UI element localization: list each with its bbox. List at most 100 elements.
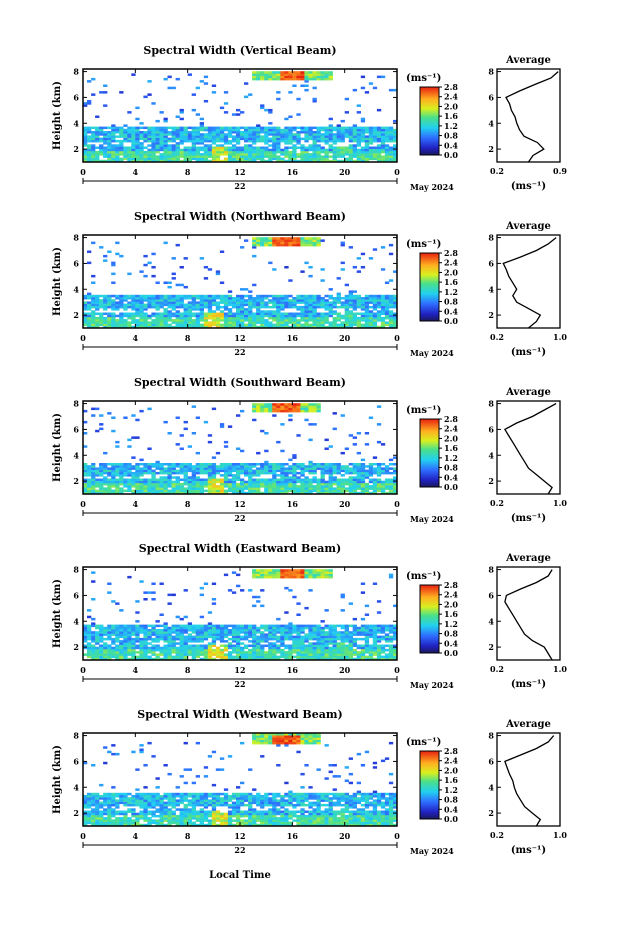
heatmap-cell — [155, 482, 160, 486]
heatmap-cell — [296, 237, 301, 240]
heatmap-cell — [384, 487, 390, 490]
heatmap-cell — [175, 637, 180, 641]
heatmap-cell — [199, 128, 204, 132]
heatmap-cell — [231, 113, 237, 116]
heatmap-cell — [292, 637, 297, 641]
heatmap-cell — [292, 469, 297, 473]
heatmap-cell — [207, 131, 213, 134]
heatmap-cell — [393, 299, 398, 302]
heatmap-cell — [99, 321, 104, 324]
heatmap-cell — [284, 159, 289, 163]
heatmap-cell — [280, 626, 285, 630]
heatmap-cell — [103, 478, 108, 481]
heatmap-cell — [332, 651, 337, 654]
heatmap-cell — [231, 491, 237, 495]
heatmap-cell — [167, 633, 172, 636]
heatmap-cell — [215, 316, 221, 320]
heatmap-cell — [348, 644, 353, 647]
heatmap-cell — [155, 299, 160, 302]
heatmap-cell — [215, 655, 221, 659]
heatmap-cell — [388, 159, 394, 163]
heatmap-cell — [304, 157, 309, 161]
heatmap-cell — [171, 308, 176, 311]
heatmap-cell — [268, 144, 273, 147]
heatmap-cell — [384, 281, 390, 284]
heatmap-cell — [207, 478, 213, 481]
heatmap-cell — [147, 407, 152, 411]
heatmap-cell — [127, 148, 132, 152]
heatmap-cell — [364, 137, 370, 141]
heatmap-cell — [91, 126, 96, 130]
heatmap-cell — [372, 139, 378, 143]
heatmap-cell — [268, 624, 273, 628]
heatmap-cell — [328, 642, 333, 645]
heatmap-cell — [328, 133, 333, 136]
heatmap-cell — [393, 637, 398, 641]
heatmap-cell — [276, 159, 281, 163]
heatmap-cell — [83, 465, 88, 468]
heatmap-cell — [163, 640, 168, 643]
heatmap-cell — [260, 126, 265, 130]
heatmap-cell — [143, 254, 148, 258]
heatmap-cell — [332, 653, 337, 656]
heatmap-cell — [316, 150, 321, 154]
heatmap-cell — [276, 73, 281, 76]
heatmap-cell — [300, 137, 305, 141]
heatmap-cell — [260, 312, 265, 315]
heatmap-cell — [167, 626, 172, 630]
heatmap-cell — [304, 655, 309, 659]
heatmap-cell — [252, 237, 257, 240]
heatmap-cell — [316, 294, 321, 298]
heatmap-cell — [284, 323, 289, 327]
heatmap-cell — [272, 150, 277, 154]
heatmap-cell — [223, 476, 229, 479]
average-profile-line — [502, 237, 557, 329]
heatmap-cell — [248, 139, 253, 143]
heatmap-cell — [223, 631, 229, 634]
average-title: Average — [505, 55, 551, 66]
heatmap-cell — [103, 325, 108, 329]
heatmap-cell — [91, 655, 96, 659]
heatmap-cell — [368, 323, 374, 327]
heatmap-cell — [300, 403, 305, 406]
heatmap-cell — [219, 482, 225, 486]
heatmap-cell — [167, 157, 172, 161]
heatmap-cell — [272, 314, 277, 318]
heatmap-cell — [296, 133, 301, 136]
heatmap-cell — [83, 631, 88, 634]
heatmap-cell — [292, 299, 297, 302]
heatmap-cell — [268, 157, 273, 161]
heatmap-cell — [320, 299, 325, 302]
heatmap-cell — [292, 454, 297, 457]
heatmap-cell — [223, 489, 229, 493]
heatmap-cell — [328, 629, 333, 632]
heatmap-cell — [187, 137, 192, 141]
heatmap-cell — [320, 314, 325, 318]
heatmap-cell — [264, 108, 269, 112]
avg-x-tick-label: 0.9 — [553, 166, 567, 176]
heatmap-cell — [340, 655, 345, 659]
heatmap-cell — [195, 491, 200, 495]
heatmap-cell — [380, 139, 386, 143]
heatmap-cell — [87, 482, 92, 486]
heatmap-cell — [292, 476, 297, 479]
heatmap-cell — [380, 128, 386, 132]
heatmap-cell — [163, 637, 168, 641]
heatmap-cell — [115, 648, 120, 652]
heatmap-cell — [115, 657, 120, 661]
heatmap-cell — [87, 297, 92, 300]
heatmap-cell — [95, 491, 100, 495]
heatmap-cell — [99, 153, 104, 156]
heatmap-cell — [320, 126, 325, 130]
heatmap-cell — [159, 624, 164, 628]
heatmap-cell — [292, 487, 297, 490]
heatmap-cell — [393, 648, 398, 652]
heatmap-cell — [244, 310, 249, 313]
heatmap-cell — [111, 482, 116, 486]
heatmap-cell — [384, 139, 390, 143]
heatmap-cell — [272, 476, 277, 479]
heatmap-cell — [316, 635, 321, 639]
heatmap-cell — [348, 651, 353, 654]
heatmap-cell — [203, 150, 209, 154]
heatmap-cell — [312, 297, 317, 300]
